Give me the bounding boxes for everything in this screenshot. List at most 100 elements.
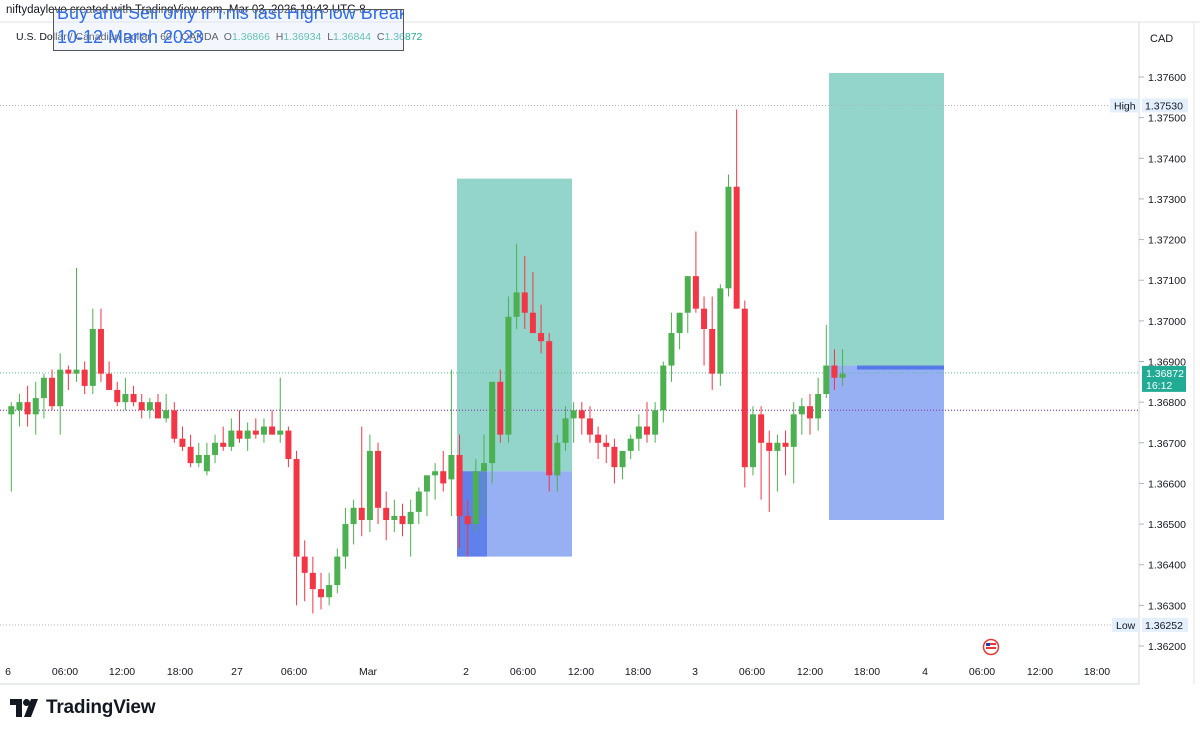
candle-down bbox=[383, 507, 390, 521]
candle-up bbox=[407, 511, 414, 525]
candle-up bbox=[676, 312, 683, 334]
y-tick-label: 1.36500 bbox=[1148, 519, 1186, 531]
y-tick-label: 1.37300 bbox=[1148, 194, 1186, 206]
last-price-tag bbox=[1142, 365, 1186, 392]
candle-up bbox=[73, 369, 80, 374]
y-tick-label: 1.36600 bbox=[1148, 478, 1186, 490]
candle-down bbox=[741, 308, 748, 468]
candle-down bbox=[293, 459, 300, 557]
x-tick-label: 12:00 bbox=[568, 666, 594, 678]
candle-up bbox=[472, 471, 479, 525]
candle-up bbox=[660, 365, 667, 411]
candle-up bbox=[228, 430, 235, 447]
y-tick-label: 1.37000 bbox=[1148, 316, 1186, 328]
tradingview-icon bbox=[10, 699, 38, 717]
open-label: O bbox=[223, 31, 232, 43]
y-tick-label: 1.36400 bbox=[1148, 560, 1186, 572]
event-flag-canton bbox=[986, 643, 990, 646]
candle-up bbox=[8, 406, 15, 415]
y-tick-label: 1.37500 bbox=[1148, 113, 1186, 125]
candle-up bbox=[505, 316, 512, 435]
x-tick-label: 4 bbox=[922, 666, 928, 678]
candle-up bbox=[432, 471, 439, 476]
symbol-exchange: OANDA bbox=[181, 31, 218, 43]
symbol-legend[interactable]: U.S. Dollar / Canadian Dollar · 60 · OAN… bbox=[16, 31, 423, 43]
x-tick-label: 06:00 bbox=[281, 666, 307, 678]
candle-up bbox=[570, 410, 577, 419]
candle-down bbox=[65, 369, 72, 374]
candle-up bbox=[652, 410, 659, 435]
x-tick-label: 18:00 bbox=[1084, 666, 1110, 678]
x-tick-label: 27 bbox=[231, 666, 243, 678]
low-label: L bbox=[327, 31, 334, 43]
candle-down bbox=[318, 589, 324, 598]
candle-down bbox=[733, 186, 740, 309]
x-tick-label: 18:00 bbox=[854, 666, 880, 678]
candle-up bbox=[839, 373, 846, 378]
candle-down bbox=[138, 402, 145, 411]
candle-up bbox=[57, 369, 64, 407]
low-label: Low bbox=[1116, 620, 1136, 632]
candle-up bbox=[798, 406, 805, 415]
candle-up bbox=[146, 402, 153, 411]
candle-down bbox=[603, 442, 610, 447]
candle-up bbox=[334, 556, 341, 586]
open-value: 1.36866 bbox=[231, 31, 270, 43]
candle-down bbox=[24, 402, 31, 415]
candle-down bbox=[644, 426, 650, 435]
candle-up bbox=[342, 524, 349, 557]
candle-down bbox=[114, 389, 121, 403]
low-value: 1.36844 bbox=[333, 31, 371, 43]
candle-up bbox=[668, 333, 675, 366]
y-tick-label: 1.36300 bbox=[1148, 600, 1186, 612]
candle-down bbox=[269, 426, 276, 435]
candle-down bbox=[497, 381, 504, 435]
candle-up bbox=[195, 454, 202, 464]
y-tick-label: 1.37200 bbox=[1148, 235, 1186, 247]
candle-down bbox=[464, 515, 471, 525]
x-tick-label: 3 bbox=[692, 666, 698, 678]
note-line-1: Buy and Sell only if This last High low … bbox=[57, 9, 404, 23]
candle-down bbox=[578, 410, 585, 419]
candle-down bbox=[546, 341, 553, 476]
candle-up bbox=[163, 410, 170, 419]
high-value-tag bbox=[1142, 98, 1188, 113]
target-zone bbox=[829, 72, 944, 366]
low-value-tag-text: 1.36252 bbox=[1145, 620, 1183, 632]
candle-down bbox=[538, 333, 545, 342]
candle-down bbox=[529, 312, 536, 334]
symbol-name: U.S. Dollar / Canadian Dollar bbox=[16, 31, 151, 43]
x-tick-label: 12:00 bbox=[797, 666, 823, 678]
x-tick-label: 18:00 bbox=[625, 666, 651, 678]
text-note[interactable]: Buy and Sell only if This last High low … bbox=[53, 9, 404, 51]
candle-up bbox=[725, 186, 732, 289]
currency-label[interactable]: CAD bbox=[1150, 33, 1174, 45]
x-tick-label: 06:00 bbox=[969, 666, 995, 678]
tradingview-logo[interactable]: TradingView bbox=[10, 697, 156, 719]
candle-down bbox=[807, 406, 813, 419]
candle-down bbox=[399, 515, 406, 525]
candle-down bbox=[375, 450, 382, 508]
candle-down bbox=[179, 438, 186, 447]
candle-up bbox=[554, 442, 561, 476]
candle-down bbox=[456, 454, 463, 516]
y-tick-label: 1.37100 bbox=[1148, 275, 1186, 287]
close-label: C bbox=[376, 31, 385, 43]
candle-up bbox=[489, 381, 496, 464]
candle-up bbox=[89, 328, 96, 386]
candle-up bbox=[40, 377, 47, 399]
candle-down bbox=[758, 414, 765, 443]
candle-up bbox=[122, 394, 129, 403]
x-tick-label: 18:00 bbox=[167, 666, 193, 678]
candle-up bbox=[684, 276, 691, 313]
candle-up bbox=[749, 414, 756, 468]
candle-down bbox=[49, 377, 56, 407]
candle-down bbox=[595, 434, 602, 443]
candle-up bbox=[244, 430, 251, 439]
high-label: H bbox=[275, 31, 284, 43]
candle-up bbox=[774, 442, 781, 451]
x-tick-label: 06:00 bbox=[510, 666, 536, 678]
candle-up bbox=[277, 430, 284, 435]
